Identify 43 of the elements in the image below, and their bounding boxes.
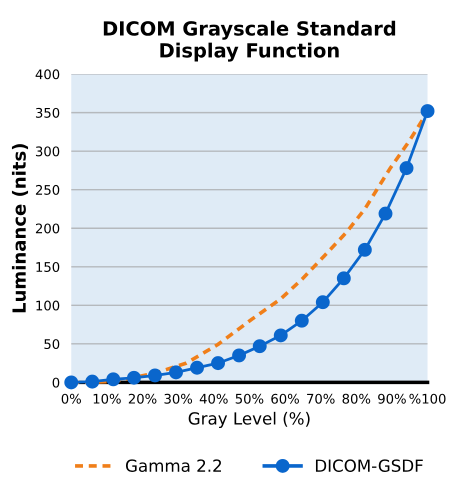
y-tick-label: 100	[36, 300, 60, 311]
point	[400, 161, 414, 176]
x-tick-label: 10%	[94, 394, 121, 404]
point	[190, 360, 204, 375]
point	[85, 374, 100, 389]
x-tick-label: 90%	[378, 394, 406, 404]
x-axis-title: Gray Level (%)	[188, 412, 310, 428]
point	[378, 206, 392, 221]
point	[420, 104, 434, 118]
x-tick-label: 60%	[271, 394, 299, 404]
y-tick-label: 350	[36, 108, 60, 118]
point	[336, 271, 351, 286]
point	[358, 242, 372, 257]
y-tick-label: 150	[36, 262, 60, 272]
x-tick-label: %100	[409, 394, 446, 404]
point	[294, 314, 309, 328]
point	[127, 370, 141, 385]
chart-title: DICOM Grayscale Standard Display Function	[104, 20, 396, 62]
x-tick-label: 30%	[164, 394, 192, 404]
legend-label: DICOM-GSDF	[316, 459, 423, 472]
x-tick-label: 40%	[200, 394, 228, 404]
y-tick-label: 250	[36, 184, 60, 195]
point	[64, 375, 78, 390]
point	[232, 348, 246, 362]
y-tick-label: 200	[36, 223, 60, 234]
y-tick-label: 300	[36, 146, 60, 156]
point	[106, 372, 120, 386]
y-tick-label: 0	[52, 378, 60, 388]
x-tick-label: 80%	[342, 394, 370, 404]
legend-label: Gamma 2.2	[126, 459, 221, 472]
x-tick-label: 70%	[307, 394, 335, 404]
point	[316, 295, 330, 310]
point	[148, 368, 162, 382]
x-tick-label: 50%	[236, 394, 264, 404]
point	[211, 356, 225, 370]
point	[169, 365, 183, 380]
point	[274, 328, 288, 342]
x-tick-label: 20%	[128, 394, 156, 404]
x-tick-label: 0%	[62, 394, 81, 404]
y-tick-label: 50	[44, 339, 60, 350]
point	[252, 339, 267, 354]
y-axis-title: Luminance (nits)	[12, 144, 28, 312]
y-tick-label: 400	[36, 69, 60, 80]
